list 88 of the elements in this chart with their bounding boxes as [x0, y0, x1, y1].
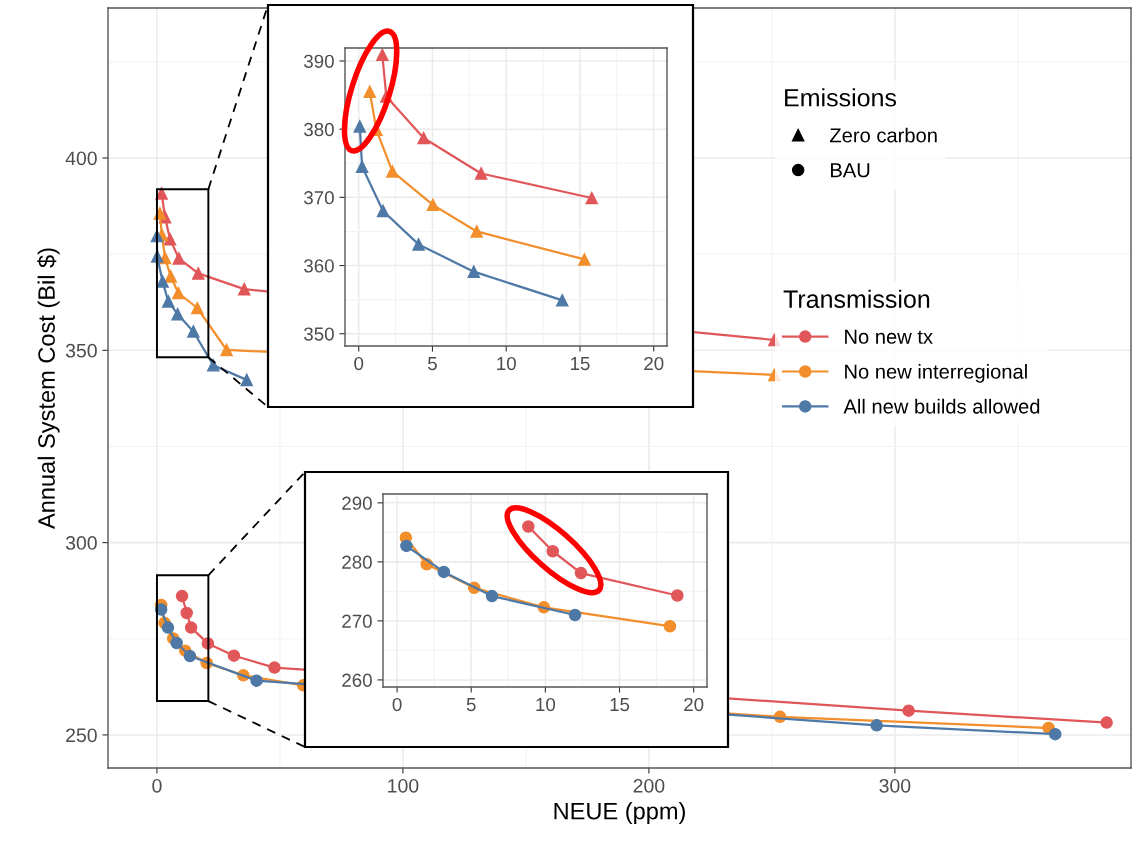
x-tick-label: 300	[879, 778, 911, 793]
x-tick-label: 20	[684, 697, 704, 712]
point	[227, 649, 241, 662]
y-tick-label: 400	[65, 151, 97, 166]
point	[155, 187, 168, 200]
point	[417, 131, 430, 145]
point	[353, 120, 367, 133]
y-tick-label: 360	[304, 259, 334, 273]
point	[240, 373, 253, 387]
x-tick-label: 10	[536, 697, 556, 712]
legend-label: No new tx	[845, 329, 933, 344]
point	[187, 325, 200, 338]
point	[171, 307, 184, 321]
point	[250, 674, 263, 687]
y-tick-label: 270	[342, 614, 372, 628]
x-tick-label: 15	[570, 357, 590, 371]
y-tick-label: 350	[65, 343, 97, 358]
point	[184, 621, 198, 634]
point	[578, 253, 591, 266]
point	[238, 282, 251, 296]
annotation: Zero carbon	[830, 127, 937, 143]
point	[663, 619, 677, 633]
point	[183, 649, 197, 663]
point	[220, 343, 233, 357]
y-tick-label: 370	[304, 191, 334, 205]
point	[870, 719, 883, 732]
point	[556, 294, 569, 307]
point	[355, 160, 369, 173]
point	[156, 275, 169, 288]
y-tick-label: 350	[304, 327, 334, 341]
x-tick-label: 200	[633, 778, 665, 793]
legend-label: No new interregional	[845, 363, 1027, 383]
x-tick-label: 5	[466, 698, 476, 712]
point	[568, 608, 582, 622]
point	[363, 85, 377, 98]
y-tick-label: 260	[342, 673, 372, 687]
y-tick-label: 250	[66, 728, 97, 743]
point	[172, 286, 185, 300]
point	[161, 621, 175, 634]
point	[574, 566, 588, 580]
point	[180, 606, 193, 620]
x-tick-label: 0	[392, 697, 402, 712]
point	[585, 191, 599, 205]
point	[163, 232, 177, 246]
x-tick-label: 10	[497, 356, 516, 371]
point	[671, 589, 684, 602]
point	[485, 589, 499, 603]
y-tick-label: 390	[304, 54, 334, 68]
point	[412, 238, 425, 251]
point	[400, 539, 413, 553]
point	[175, 589, 189, 603]
point	[376, 48, 389, 62]
y-axis-title: Annual System Cost (Bil $)	[37, 248, 60, 530]
point	[268, 661, 281, 674]
point	[192, 267, 205, 280]
point	[172, 252, 186, 265]
point	[170, 636, 183, 650]
point	[386, 165, 399, 178]
y-tick-label: 380	[304, 122, 334, 137]
point	[207, 359, 220, 372]
x-tick-label: 0	[152, 778, 162, 793]
x-tick-label: 5	[428, 357, 437, 371]
x-tick-label: 100	[388, 778, 419, 793]
point	[426, 198, 440, 212]
legend-title: Transmission	[783, 289, 930, 309]
legend-label: All new builds allowed	[843, 398, 1040, 414]
point	[474, 167, 488, 180]
point	[902, 704, 915, 717]
y-tick-label: 290	[342, 496, 372, 510]
y-tick-label: 280	[342, 555, 372, 569]
point	[546, 545, 560, 558]
x-axis-title: NEUE (ppm)	[554, 802, 685, 825]
point	[1048, 727, 1062, 741]
point	[376, 204, 390, 218]
point	[164, 270, 177, 283]
x-tick-label: 15	[610, 698, 630, 712]
point	[191, 301, 204, 315]
point	[1100, 716, 1113, 729]
point	[470, 225, 483, 238]
annotation: Emissions	[785, 88, 897, 107]
point	[437, 565, 451, 579]
annotation: BAU	[831, 163, 870, 178]
x-tick-label: 20	[644, 356, 664, 371]
x-tick-label: 0	[354, 356, 364, 371]
point	[467, 265, 481, 278]
y-tick-label: 300	[65, 536, 97, 550]
point	[522, 520, 535, 533]
point	[162, 295, 175, 308]
